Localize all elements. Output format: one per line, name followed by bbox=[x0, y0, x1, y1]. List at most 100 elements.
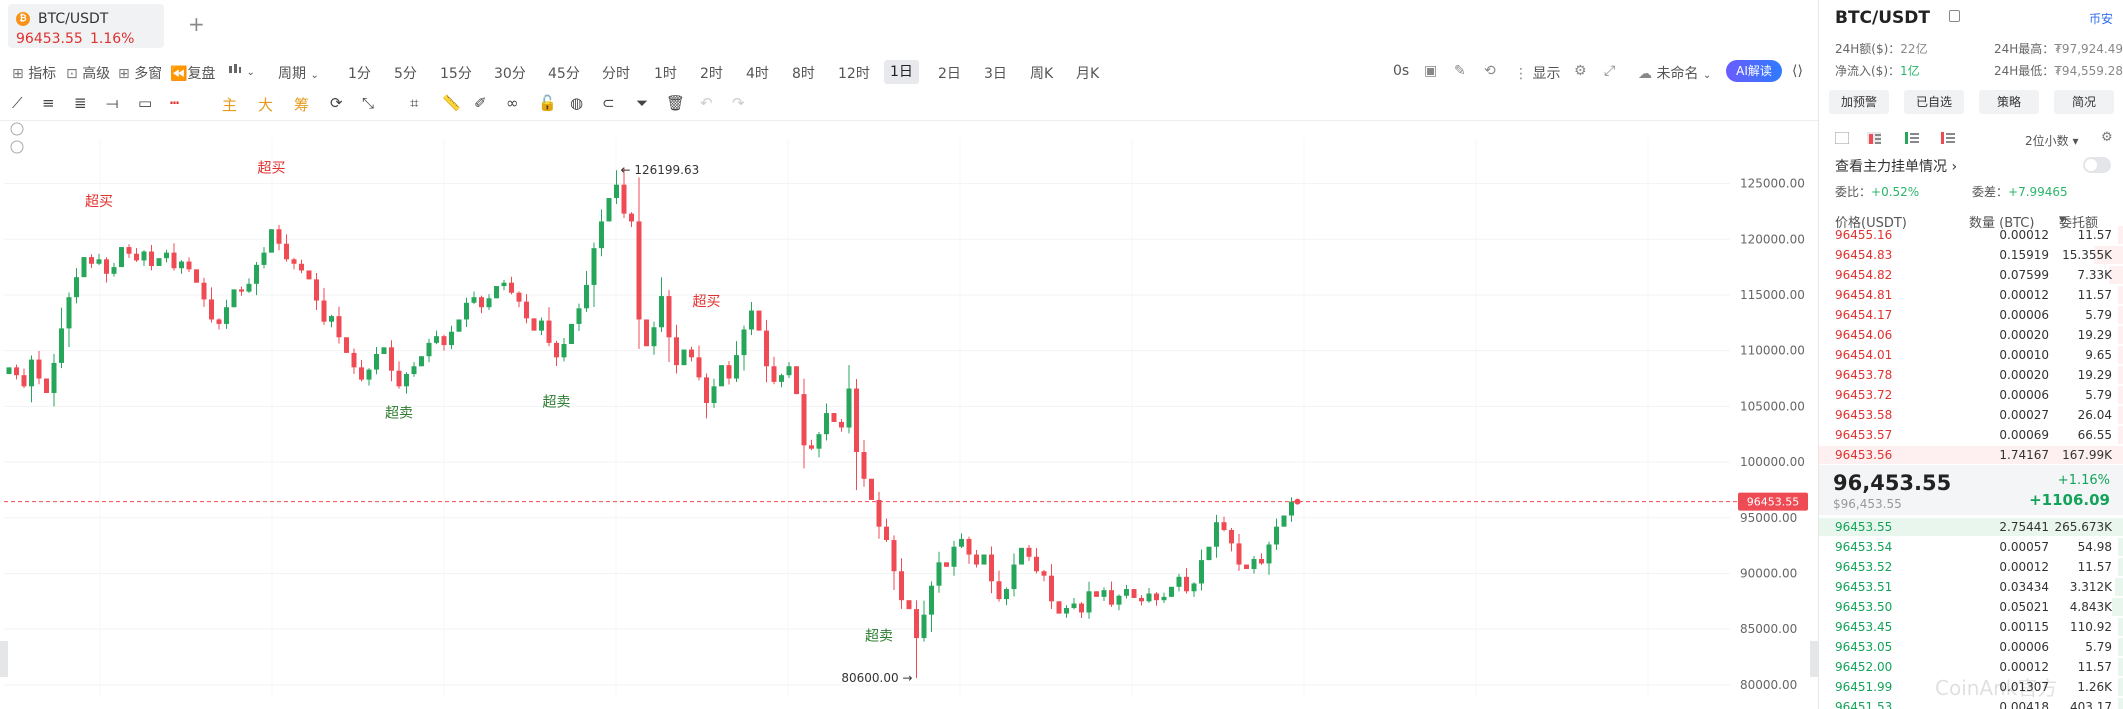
bid-row[interactable]: 96453.50 0.05021 4.843K bbox=[1819, 597, 2123, 617]
ask-row[interactable]: 96454.81 0.00012 11.57 bbox=[1819, 285, 2123, 305]
interval-3d[interactable]: 3日 bbox=[984, 66, 1007, 82]
pattern-icon[interactable]: ∞ bbox=[506, 94, 519, 112]
ask-row[interactable]: 96453.72 0.00006 5.79 bbox=[1819, 385, 2123, 405]
interval-1h[interactable]: 1时 bbox=[654, 66, 677, 82]
watchlist-button[interactable]: 已自选 bbox=[1904, 90, 1964, 114]
replay-button[interactable]: ⏪复盘 bbox=[170, 66, 216, 82]
ruler-icon[interactable]: 📏 bbox=[442, 94, 461, 112]
ask-row[interactable]: 96453.57 0.00069 66.55 bbox=[1819, 425, 2123, 445]
interval-timeshare[interactable]: 分时 bbox=[602, 66, 630, 82]
bid-row[interactable]: 96453.55 2.75441 265.673K bbox=[1819, 517, 2123, 537]
hide-icon[interactable]: ◍ bbox=[570, 94, 584, 112]
undo-icon[interactable]: ⟲ bbox=[1484, 63, 1496, 79]
filter-icon[interactable]: ⏷ bbox=[636, 94, 649, 112]
orderbook-bids-icon[interactable] bbox=[1905, 132, 1919, 144]
interval-8h[interactable]: 8时 bbox=[792, 66, 815, 82]
layout-dropdown[interactable]: ☁ 未命名 ⌄ bbox=[1638, 66, 1712, 82]
ask-row[interactable]: 96454.83 0.15919 15.355K bbox=[1819, 245, 2123, 265]
interval-45m[interactable]: 45分 bbox=[548, 66, 580, 82]
indicators-button[interactable]: ⊞ 指标 bbox=[12, 66, 57, 82]
bid-row[interactable]: 96453.45 0.00115 110.92 bbox=[1819, 617, 2123, 637]
interval-5m[interactable]: 5分 bbox=[394, 66, 417, 82]
multi-window-button[interactable]: ⊞ 多窗 bbox=[118, 66, 163, 82]
redo-icon[interactable]: ↷ bbox=[732, 94, 745, 112]
bid-row[interactable]: 96453.52 0.00012 11.57 bbox=[1819, 557, 2123, 577]
measure-icon[interactable]: ⤡ bbox=[362, 94, 375, 112]
orderbook-asks-icon[interactable] bbox=[1941, 132, 1955, 144]
overview-button[interactable]: 简况 bbox=[2054, 90, 2114, 114]
rectangle-icon[interactable]: ▭ bbox=[138, 94, 153, 112]
orderbook-both-icon[interactable] bbox=[1835, 132, 1849, 144]
strategy-button[interactable]: 策略 bbox=[1979, 90, 2039, 114]
copy-icon[interactable] bbox=[1949, 10, 1960, 22]
ask-row[interactable]: 96453.78 0.00020 19.29 bbox=[1819, 365, 2123, 385]
left-scroll-handle[interactable] bbox=[0, 641, 8, 677]
big-orders-button[interactable]: 大 bbox=[258, 96, 274, 114]
interval-30m[interactable]: 30分 bbox=[494, 66, 526, 82]
period-dropdown[interactable]: 周期 ⌄ bbox=[278, 66, 319, 82]
share-icon[interactable]: ⟨⟩ bbox=[1792, 63, 1803, 79]
bid-row[interactable]: 96451.53 0.00418 403.17 bbox=[1819, 697, 2123, 709]
bid-row[interactable]: 96453.51 0.03434 3.312K bbox=[1819, 577, 2123, 597]
pen-icon[interactable]: ✎ bbox=[1454, 63, 1466, 79]
bid-row[interactable]: 96452.00 0.00012 11.57 bbox=[1819, 657, 2123, 677]
ask-row[interactable]: 96453.58 0.00027 26.04 bbox=[1819, 405, 2123, 425]
crop-icon[interactable]: ⌗ bbox=[410, 94, 419, 112]
gear-icon[interactable]: ⚙ bbox=[2101, 130, 2113, 145]
candlestick-chart[interactable]: 125000.00 120000.00 115000.00 110000.00 1050… bbox=[0, 120, 1818, 709]
interval-2d[interactable]: 2日 bbox=[938, 66, 961, 82]
interval-4h[interactable]: 4时 bbox=[746, 66, 769, 82]
ask-row[interactable]: 96454.06 0.00020 19.29 bbox=[1819, 325, 2123, 345]
candle-body bbox=[719, 365, 724, 387]
dotted-line-icon[interactable]: ┅ bbox=[170, 94, 180, 112]
trend-line-icon[interactable]: ⟋ bbox=[12, 94, 23, 112]
candle-body bbox=[891, 540, 897, 572]
trash-icon[interactable]: 🗑 bbox=[666, 94, 686, 112]
interval-1m[interactable]: 1分 bbox=[348, 66, 371, 82]
cycle-icon[interactable]: ⟳ bbox=[330, 94, 343, 112]
ask-row[interactable]: 96453.56 1.74167 167.99K bbox=[1819, 445, 2123, 465]
ask-row[interactable]: 96454.01 0.00010 9.65 bbox=[1819, 345, 2123, 365]
symbol-tab-btc-usdt[interactable]: ₿ BTC/USDT 96453.55 1.16% bbox=[8, 4, 164, 48]
interval-12h[interactable]: 12时 bbox=[838, 66, 870, 82]
ask-row[interactable]: 96455.16 0.00012 11.57 bbox=[1819, 225, 2123, 245]
add-alert-button[interactable]: 加预警 bbox=[1829, 90, 1889, 114]
magnet-icon[interactable]: ⊂ bbox=[602, 94, 615, 112]
undo-icon[interactable]: ↶ bbox=[700, 94, 713, 112]
horizontal-lines-icon[interactable]: ≡ bbox=[42, 94, 55, 112]
brush-icon[interactable]: ✐ bbox=[474, 94, 487, 112]
fullscreen-icon[interactable]: ⤢ bbox=[1604, 63, 1616, 79]
horizontal-ray-icon[interactable]: ⟞ bbox=[106, 94, 119, 112]
right-scroll-handle[interactable] bbox=[1810, 641, 1818, 677]
interval-1d[interactable]: 1日 bbox=[884, 60, 919, 84]
bid-row[interactable]: 96453.05 0.00006 5.79 bbox=[1819, 637, 2123, 657]
chart-type-button[interactable]: ⌄ bbox=[228, 63, 255, 79]
advanced-button[interactable]: ⊡ 高级 bbox=[66, 66, 111, 82]
interval-2h[interactable]: 2时 bbox=[700, 66, 723, 82]
gear-icon[interactable]: ⚙ bbox=[1574, 63, 1587, 79]
decimals-dropdown[interactable]: 2位小数 ▾ bbox=[2025, 134, 2079, 148]
candle-body bbox=[539, 320, 544, 331]
ai-analysis-button[interactable]: AI解读 bbox=[1726, 60, 1782, 82]
ask-row[interactable]: 96454.17 0.00006 5.79 bbox=[1819, 305, 2123, 325]
candle-body bbox=[411, 366, 417, 375]
bid-row[interactable]: 96451.99 0.01307 1.26K bbox=[1819, 677, 2123, 697]
display-button[interactable]: ⋮ 显示 bbox=[1514, 66, 1561, 82]
main-orders-toggle[interactable] bbox=[2083, 157, 2111, 173]
interval-15m[interactable]: 15分 bbox=[440, 66, 472, 82]
lock-icon[interactable]: 🔓 bbox=[538, 94, 557, 112]
candle-body bbox=[1139, 597, 1144, 602]
interval-week[interactable]: 周K bbox=[1030, 66, 1054, 82]
see-main-orders-link[interactable]: 查看主力挂单情况 › bbox=[1835, 159, 1958, 175]
exchange-link[interactable]: 币安 bbox=[2088, 12, 2113, 26]
main-chart-button[interactable]: 主 bbox=[222, 96, 238, 114]
camera-icon[interactable]: ▣ bbox=[1424, 63, 1438, 79]
add-tab-button[interactable]: + bbox=[188, 12, 205, 36]
candle-body bbox=[149, 251, 154, 266]
chips-button[interactable]: 筹 bbox=[294, 96, 310, 114]
orderbook-split-icon[interactable] bbox=[1867, 132, 1881, 144]
bid-row[interactable]: 96453.54 0.00057 54.98 bbox=[1819, 537, 2123, 557]
interval-month[interactable]: 月K bbox=[1076, 66, 1100, 82]
parallel-channel-icon[interactable]: ≣ bbox=[74, 94, 87, 112]
ask-row[interactable]: 96454.82 0.07599 7.33K bbox=[1819, 265, 2123, 285]
